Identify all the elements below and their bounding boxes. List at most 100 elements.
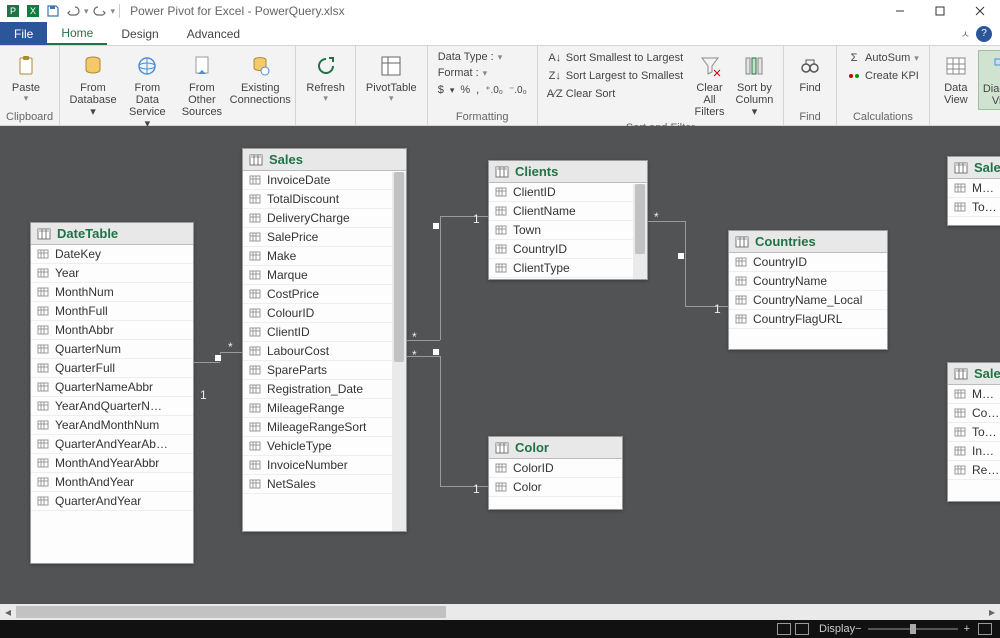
clear-sort-button[interactable]: A⁄ZClear Sort bbox=[544, 86, 687, 102]
undo-dropdown-icon[interactable]: ▾ bbox=[84, 6, 89, 17]
format-dropdown[interactable]: Format : ▾ bbox=[434, 66, 531, 80]
column-row[interactable]: Town bbox=[489, 221, 647, 240]
column-row[interactable]: MileageRangeSort bbox=[243, 418, 406, 437]
from-data-service-button[interactable]: From DataService ▾ bbox=[122, 50, 173, 132]
column-row[interactable]: In… bbox=[948, 442, 1000, 461]
column-row[interactable]: CostPrice bbox=[243, 285, 406, 304]
column-row[interactable]: QuarterNameAbbr bbox=[31, 378, 193, 397]
horizontal-scrollbar[interactable]: ◂ ▸ bbox=[0, 604, 1000, 620]
relationship-line[interactable] bbox=[440, 216, 441, 340]
sort-desc-button[interactable]: Z↓Sort Largest to Smallest bbox=[544, 68, 687, 84]
collapse-ribbon-icon[interactable]: ㅅ bbox=[961, 26, 970, 41]
column-row[interactable]: QuarterAndYearAb… bbox=[31, 435, 193, 454]
scroll-left-icon[interactable]: ◂ bbox=[0, 604, 16, 620]
table-header[interactable]: Sales bbox=[243, 149, 406, 171]
sort-asc-button[interactable]: A↓Sort Smallest to Largest bbox=[544, 50, 687, 66]
relationship-line[interactable] bbox=[194, 362, 220, 363]
zoom-in-icon[interactable]: + bbox=[964, 623, 970, 635]
refresh-button[interactable]: Refresh ▾ bbox=[302, 50, 349, 106]
from-other-sources-button[interactable]: From OtherSources bbox=[175, 50, 229, 120]
file-tab[interactable]: File bbox=[0, 22, 47, 45]
find-button[interactable]: Find bbox=[790, 50, 830, 96]
column-row[interactable]: NetSales bbox=[243, 475, 406, 494]
column-row[interactable]: CountryID bbox=[489, 240, 647, 259]
column-row[interactable]: LabourCost bbox=[243, 342, 406, 361]
table-header[interactable]: Color bbox=[489, 437, 622, 459]
zoom-out-icon[interactable]: − bbox=[855, 623, 861, 635]
column-row[interactable]: M… bbox=[948, 385, 1000, 404]
column-row[interactable]: Co… bbox=[948, 404, 1000, 423]
table-scrollbar[interactable] bbox=[392, 172, 406, 531]
column-row[interactable]: Make bbox=[243, 247, 406, 266]
column-row[interactable]: SpareParts bbox=[243, 361, 406, 380]
data-view-button[interactable]: DataView bbox=[936, 50, 976, 108]
table-header[interactable]: DateTable bbox=[31, 223, 193, 245]
table-header[interactable]: Countries bbox=[729, 231, 887, 253]
save-icon[interactable] bbox=[44, 2, 62, 20]
table-datetable[interactable]: DateTableDateKeyYearMonthNumMonthFullMon… bbox=[30, 222, 194, 564]
column-row[interactable]: CountryName_Local bbox=[729, 291, 887, 310]
column-row[interactable]: DateKey bbox=[31, 245, 193, 264]
column-row[interactable]: VehicleType bbox=[243, 437, 406, 456]
relationship-connector[interactable] bbox=[677, 252, 685, 260]
relationship-line[interactable] bbox=[440, 216, 488, 217]
advanced-tab[interactable]: Advanced bbox=[173, 22, 254, 45]
column-row[interactable]: YearAndMonthNum bbox=[31, 416, 193, 435]
table-sales[interactable]: SalesInvoiceDateTotalDiscountDeliveryCha… bbox=[242, 148, 407, 532]
relationship-line[interactable] bbox=[440, 486, 488, 487]
column-row[interactable]: QuarterFull bbox=[31, 359, 193, 378]
undo-icon[interactable] bbox=[64, 2, 82, 20]
create-kpi-button[interactable]: Create KPI bbox=[843, 68, 923, 84]
column-row[interactable]: ColourID bbox=[243, 304, 406, 323]
table-scrollbar[interactable] bbox=[633, 184, 647, 279]
relationship-connector[interactable] bbox=[214, 354, 222, 362]
table-color[interactable]: ColorColorIDColor bbox=[488, 436, 623, 510]
pivottable-button[interactable]: PivotTable ▾ bbox=[362, 50, 421, 106]
column-row[interactable]: M… bbox=[948, 179, 1000, 198]
autosum-button[interactable]: ΣAutoSum ▾ bbox=[843, 50, 923, 66]
column-row[interactable]: QuarterNum bbox=[31, 340, 193, 359]
table-countries[interactable]: CountriesCountryIDCountryNameCountryName… bbox=[728, 230, 888, 350]
column-row[interactable]: MonthAndYearAbbr bbox=[31, 454, 193, 473]
maximize-button[interactable] bbox=[920, 0, 960, 22]
minimize-button[interactable] bbox=[880, 0, 920, 22]
relationship-line[interactable] bbox=[440, 356, 441, 486]
fit-icon[interactable] bbox=[777, 623, 791, 635]
column-row[interactable]: YearAndQuarterN… bbox=[31, 397, 193, 416]
column-row[interactable]: CountryName bbox=[729, 272, 887, 291]
column-row[interactable]: DeliveryCharge bbox=[243, 209, 406, 228]
column-row[interactable]: QuarterAndYear bbox=[31, 492, 193, 511]
design-tab[interactable]: Design bbox=[107, 22, 172, 45]
column-row[interactable]: CountryID bbox=[729, 253, 887, 272]
table-clients[interactable]: ClientsClientIDClientNameTownCountryIDCl… bbox=[488, 160, 648, 280]
column-row[interactable]: Registration_Date bbox=[243, 380, 406, 399]
relationship-line[interactable] bbox=[685, 221, 686, 306]
column-row[interactable]: Year bbox=[31, 264, 193, 283]
column-row[interactable]: InvoiceNumber bbox=[243, 456, 406, 475]
column-row[interactable]: ClientID bbox=[243, 323, 406, 342]
existing-connections-button[interactable]: ExistingConnections bbox=[231, 50, 289, 108]
from-database-button[interactable]: FromDatabase ▾ bbox=[66, 50, 120, 120]
zoom-slider[interactable] bbox=[868, 628, 958, 630]
column-row[interactable]: SalePrice bbox=[243, 228, 406, 247]
table-sales[interactable]: SalesM…To… bbox=[947, 156, 1000, 226]
column-row[interactable]: MonthNum bbox=[31, 283, 193, 302]
column-row[interactable]: Marque bbox=[243, 266, 406, 285]
column-row[interactable]: ClientID bbox=[489, 183, 647, 202]
column-row[interactable]: To… bbox=[948, 423, 1000, 442]
data-type-dropdown[interactable]: Data Type : ▾ bbox=[434, 50, 531, 64]
zoom-control[interactable]: − + bbox=[855, 623, 970, 635]
column-row[interactable]: InvoiceDate bbox=[243, 171, 406, 190]
column-row[interactable]: TotalDiscount bbox=[243, 190, 406, 209]
relationship-line[interactable] bbox=[685, 306, 728, 307]
table-header[interactable]: Sales bbox=[948, 363, 1000, 385]
table-header[interactable]: Clients bbox=[489, 161, 647, 183]
help-button[interactable]: ? bbox=[976, 26, 992, 42]
column-row[interactable]: To… bbox=[948, 198, 1000, 217]
diagram-view-button[interactable]: DiagramView bbox=[978, 50, 1000, 110]
relationship-connector[interactable] bbox=[432, 222, 440, 230]
scroll-right-icon[interactable]: ▸ bbox=[984, 604, 1000, 620]
close-button[interactable] bbox=[960, 0, 1000, 22]
number-format-buttons[interactable]: $▾%, ⁺.0₀⁻.0₀ bbox=[434, 82, 531, 98]
zoom-dialog-icon[interactable] bbox=[978, 623, 992, 635]
